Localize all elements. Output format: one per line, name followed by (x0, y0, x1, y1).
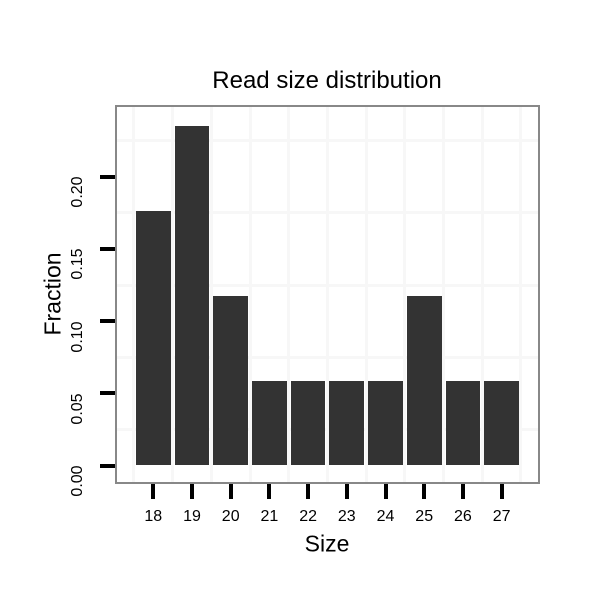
y-tick-label: 0.15 (69, 248, 86, 280)
bar-23 (329, 380, 365, 466)
x-tick-label: 27 (492, 508, 511, 525)
x-tick-label: 22 (299, 508, 317, 525)
x-tick-label: 24 (376, 508, 395, 525)
x-axis-tick (228, 484, 233, 499)
bar-25 (406, 295, 442, 466)
bar-22 (290, 380, 326, 466)
minor-gridline-vertical (403, 107, 407, 482)
x-tick-label: 26 (453, 508, 472, 525)
y-axis-tick (100, 463, 115, 468)
bar-27 (484, 380, 519, 466)
y-tick-label: 0.20 (69, 176, 86, 208)
minor-gridline-vertical (325, 107, 329, 482)
x-axis-tick (306, 484, 311, 499)
minor-gridline-horizontal (117, 427, 538, 431)
x-axis-title: Size (304, 530, 350, 557)
y-axis-tick (100, 246, 115, 251)
minor-gridline-vertical (209, 107, 213, 482)
y-tick-label: 0.05 (69, 393, 86, 425)
y-axis-tick (100, 391, 115, 396)
minor-gridline-vertical (132, 107, 136, 482)
minor-gridline-vertical (248, 107, 252, 482)
bar-24 (368, 380, 403, 466)
x-tick-label: 20 (221, 508, 240, 525)
x-axis-tick (151, 484, 156, 499)
x-axis-tick (383, 484, 388, 499)
plot-panel (115, 105, 540, 484)
x-tick-label: 21 (260, 508, 279, 525)
chart-title: Read size distribution (212, 67, 442, 94)
y-axis-tick (100, 319, 115, 324)
x-axis-tick (460, 484, 465, 499)
x-tick-label: 18 (144, 508, 163, 525)
y-tick-label: 0.00 (69, 465, 86, 497)
x-axis-tick (190, 484, 194, 499)
minor-gridline-vertical (519, 107, 523, 482)
minor-gridline-horizontal (117, 211, 538, 215)
x-axis-tick (499, 484, 504, 499)
minor-gridline-vertical (364, 107, 368, 482)
bar-19 (174, 125, 210, 466)
minor-gridline-vertical (171, 107, 175, 482)
minor-gridline-vertical (287, 107, 291, 482)
minor-gridline-horizontal (117, 283, 538, 287)
y-tick-label: 0.10 (69, 321, 86, 353)
minor-gridline-vertical (480, 107, 484, 482)
y-axis-title: Fraction (39, 252, 66, 336)
bar-21 (252, 380, 287, 466)
minor-gridline-vertical (442, 107, 446, 482)
bar-20 (213, 295, 249, 466)
x-axis-tick (344, 484, 349, 499)
y-axis-tick (100, 174, 115, 179)
x-tick-label: 23 (337, 508, 356, 525)
x-tick-label: 25 (415, 508, 434, 525)
x-axis-tick (267, 484, 272, 499)
minor-gridline-horizontal (117, 139, 538, 143)
bar-18 (135, 210, 171, 466)
minor-gridline-horizontal (117, 355, 538, 359)
x-axis-tick (422, 484, 427, 499)
x-tick-label: 19 (183, 508, 201, 525)
bar-26 (445, 380, 481, 466)
